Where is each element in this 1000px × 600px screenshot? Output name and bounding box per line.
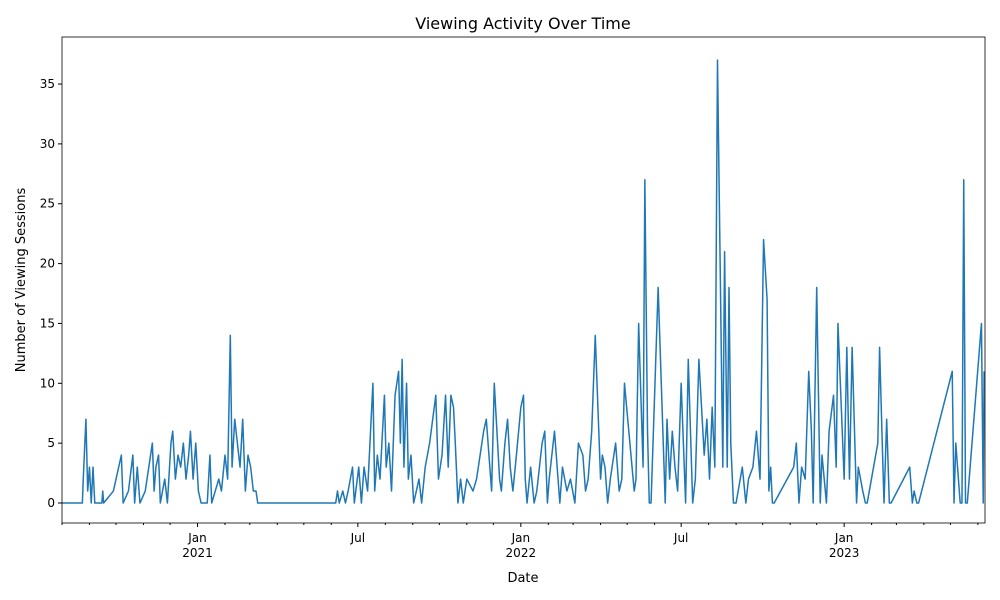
y-tick-label: 5 — [47, 436, 55, 450]
x-axis-label: Date — [507, 571, 538, 586]
y-tick-label: 15 — [40, 316, 55, 330]
y-tick-label: 30 — [40, 137, 55, 151]
x-tick-label: Jan 2023 — [828, 531, 860, 560]
y-tick-label: 35 — [40, 77, 55, 91]
chart-title: Viewing Activity Over Time — [415, 14, 630, 33]
y-axis-label: Number of Viewing Sessions — [14, 188, 29, 373]
y-tick-label: 0 — [47, 496, 55, 510]
x-tick-label: Jul — [350, 531, 366, 545]
y-tick-label: 20 — [40, 257, 55, 271]
x-tick-label: Jan 2022 — [505, 531, 537, 560]
y-tick-label: 25 — [40, 197, 55, 211]
x-tick-label: Jul — [673, 531, 689, 545]
data-line — [62, 59, 985, 504]
x-tick-label: Jan 2021 — [182, 531, 213, 560]
y-tick-label: 10 — [40, 376, 55, 390]
plot-frame — [61, 36, 986, 524]
